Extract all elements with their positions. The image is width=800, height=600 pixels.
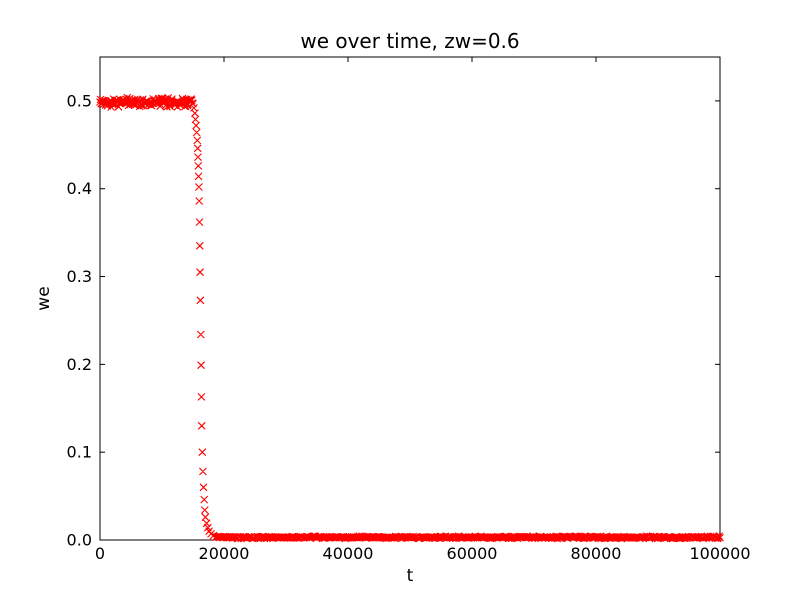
y-axis-label: we — [34, 286, 54, 310]
x-tick-label: 40000 — [323, 544, 374, 563]
x-tick-label: 20000 — [199, 544, 250, 563]
x-tick-label: 60000 — [447, 544, 498, 563]
scatter-series-we — [96, 93, 724, 543]
x-axis-label: t — [407, 566, 414, 586]
chart-title: we over time, zw=0.6 — [300, 29, 519, 53]
y-tick-label: 0.3 — [67, 267, 92, 286]
axes-layer: 0 20000 40000 60000 80000 100000 0.0 0.1 0.2 0.3 0… — [67, 56, 751, 563]
y-tick-label: 0.4 — [67, 179, 92, 198]
y-tick-label: 0.0 — [67, 531, 92, 550]
x-tick-label: 0 — [95, 544, 105, 563]
x-tick-label: 80000 — [571, 544, 622, 563]
y-tick-label: 0.1 — [67, 443, 92, 462]
data-markers — [96, 93, 724, 543]
x-tick-label: 100000 — [689, 544, 750, 563]
y-tick-label: 0.2 — [67, 355, 92, 374]
y-tick-label: 0.5 — [67, 91, 92, 110]
